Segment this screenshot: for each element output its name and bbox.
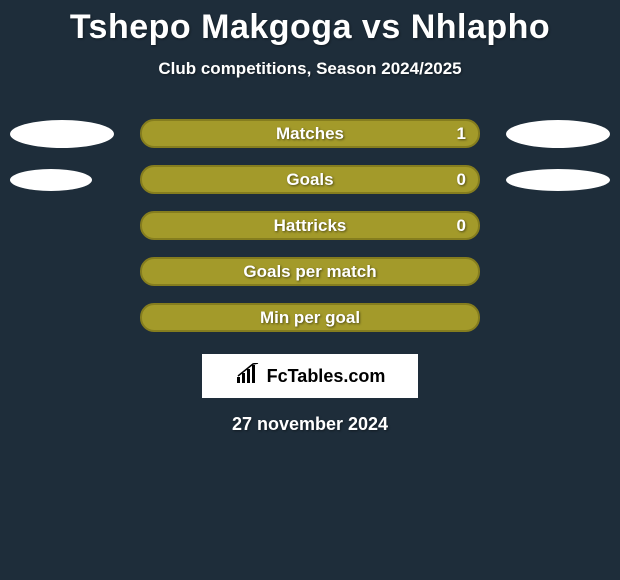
stat-bar-matches: Matches 1 bbox=[140, 119, 480, 148]
stat-label-matches: Matches bbox=[276, 124, 344, 144]
stat-row-matches: Matches 1 bbox=[0, 119, 620, 148]
logo-box[interactable]: FcTables.com bbox=[202, 354, 418, 398]
logo-text: FcTables.com bbox=[267, 366, 386, 387]
stat-row-gpm: Goals per match bbox=[0, 257, 620, 286]
stat-row-mpg: Min per goal bbox=[0, 303, 620, 332]
stat-label-goals: Goals bbox=[286, 170, 333, 190]
ellipse-left-matches bbox=[10, 120, 114, 148]
page-subtitle: Club competitions, Season 2024/2025 bbox=[0, 59, 620, 79]
stat-bar-hattricks: Hattricks 0 bbox=[140, 211, 480, 240]
stat-value-goals: 0 bbox=[457, 170, 466, 190]
page-container: Tshepo Makgoga vs Nhlapho Club competiti… bbox=[0, 0, 620, 435]
page-title: Tshepo Makgoga vs Nhlapho bbox=[0, 8, 620, 47]
stat-value-hattricks: 0 bbox=[457, 216, 466, 236]
stat-row-goals: Goals 0 bbox=[0, 165, 620, 194]
date-text: 27 november 2024 bbox=[0, 414, 620, 435]
stat-label-hattricks: Hattricks bbox=[274, 216, 347, 236]
stat-bar-gpm: Goals per match bbox=[140, 257, 480, 286]
stat-row-hattricks: Hattricks 0 bbox=[0, 211, 620, 240]
stat-label-mpg: Min per goal bbox=[260, 308, 360, 328]
stat-value-matches: 1 bbox=[457, 124, 466, 144]
stat-bar-mpg: Min per goal bbox=[140, 303, 480, 332]
ellipse-right-matches bbox=[506, 120, 610, 148]
ellipse-right-goals bbox=[506, 169, 610, 191]
logo-chart-icon bbox=[235, 363, 261, 390]
stat-bar-goals: Goals 0 bbox=[140, 165, 480, 194]
ellipse-left-goals bbox=[10, 169, 92, 191]
stat-label-gpm: Goals per match bbox=[243, 262, 376, 282]
stats-section: Matches 1 Goals 0 Hattricks 0 Goals per … bbox=[0, 119, 620, 332]
